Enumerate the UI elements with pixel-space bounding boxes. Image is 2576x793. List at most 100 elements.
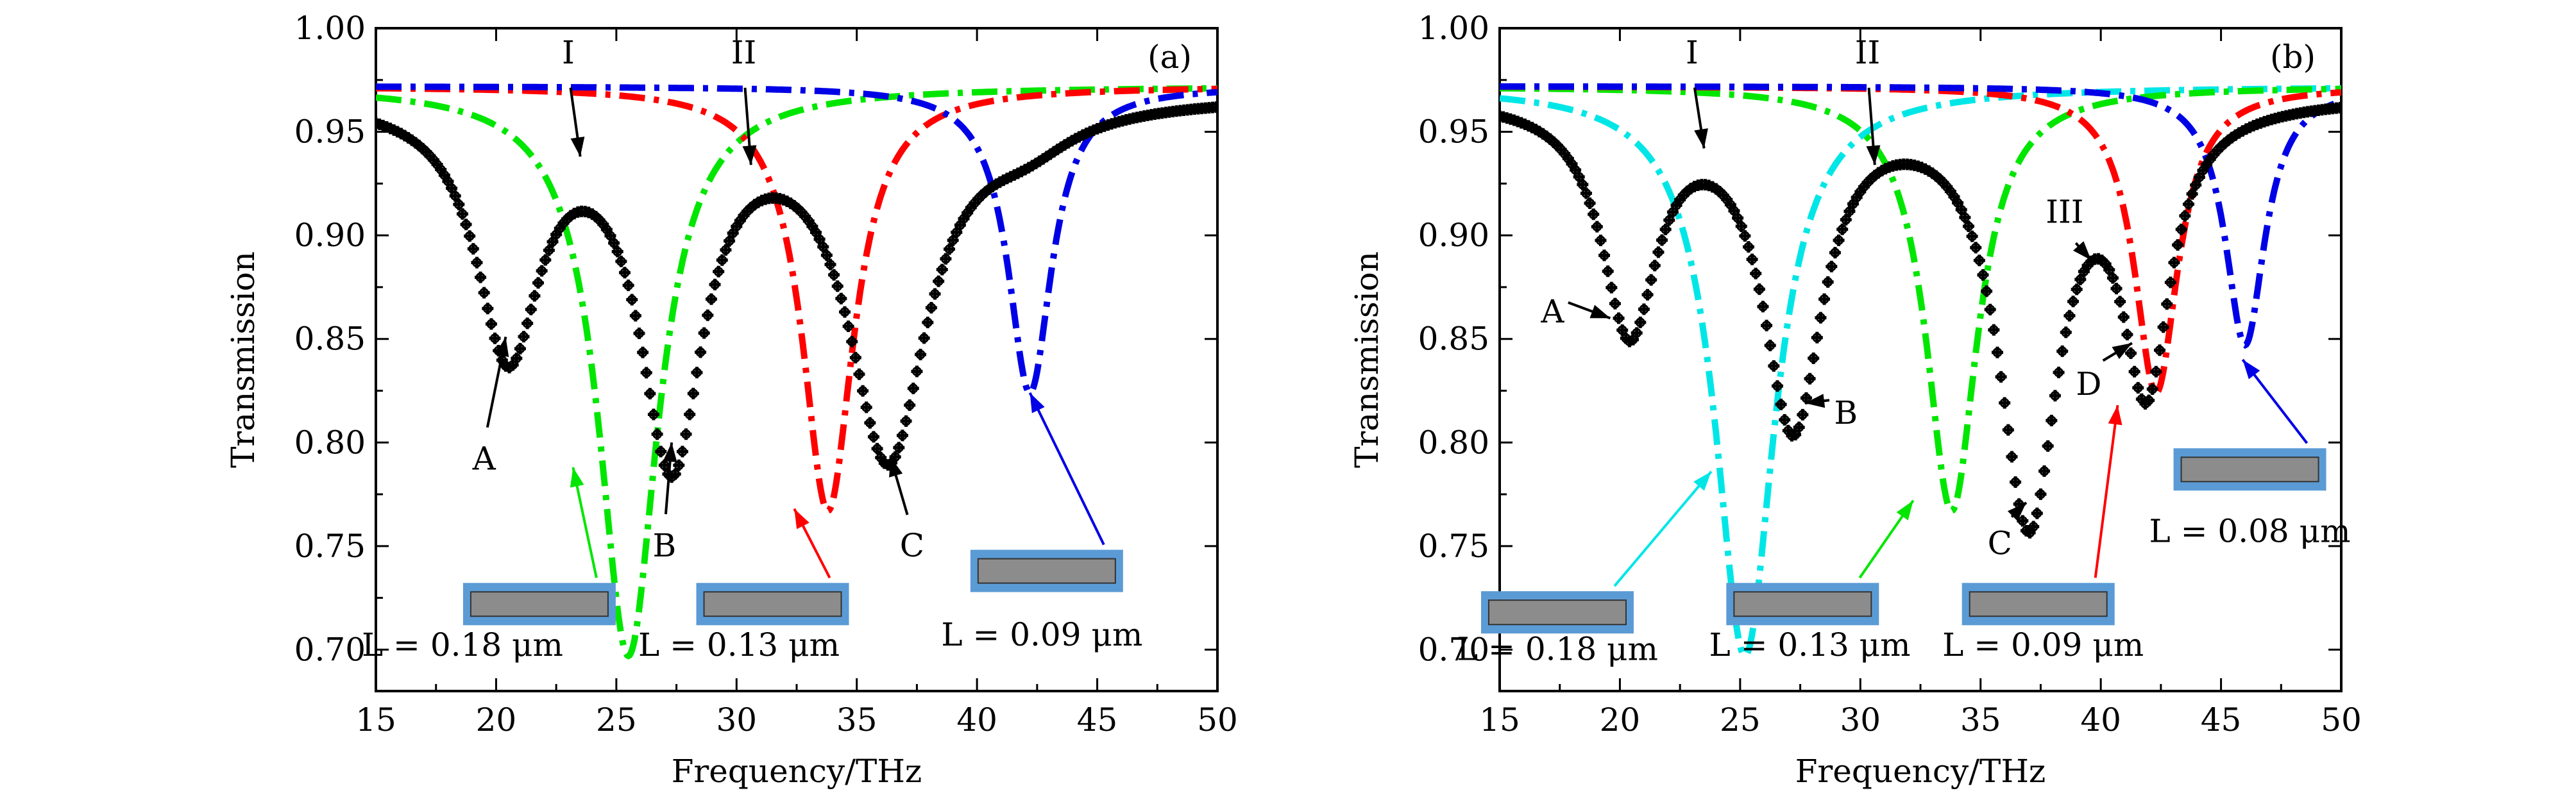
marker-ring [641,367,652,378]
marker-ring [1754,284,1765,294]
marker-ring [1805,374,1815,384]
marker-ring [627,295,637,305]
marker-ring [620,267,630,278]
marker-ring [2028,522,2038,532]
marker-ring [1646,275,1656,285]
marker-ring [1758,301,1768,312]
marker-ring [634,328,644,338]
annotation-arrow [1568,301,1611,320]
marker-ring [1585,198,1595,208]
inset-arrow [1858,499,1915,579]
marker-ring [1747,255,1758,265]
waveguide-inset [462,583,616,626]
inset-arrow [2094,405,2123,578]
marker-ring [1733,213,1743,223]
marker-ring [519,331,529,342]
marker-ring [836,294,846,304]
annotation-label: I [562,34,575,71]
y-tick-label: 0.75 [294,528,366,565]
marker-ring [1588,209,1598,219]
marker-ring [2151,367,2161,377]
y-tick-label: 0.70 [294,631,366,668]
marker-ring [911,366,922,376]
marker-ring [1823,277,1833,287]
x-tick-label: 40 [2080,701,2121,739]
marker-ring [829,270,839,280]
marker-ring [1632,328,1642,338]
marker-ring [471,258,482,268]
marker-ring [872,444,883,454]
length-label: L = 0.08 μm [2149,512,2351,549]
x-tick-label: 40 [956,701,997,739]
marker-ring [894,442,904,453]
y-tick-label: 1.00 [294,10,366,47]
marker-ring [2046,415,2056,426]
x-tick-label: 45 [2201,701,2242,739]
inset-arrow [570,467,598,578]
marker-ring [2050,390,2060,401]
annotation-arrow [569,87,585,157]
marker-ring [922,317,933,328]
marker-ring [677,446,688,456]
marker-ring [1653,247,1663,257]
marker-ring [713,267,724,277]
marker-ring [944,244,954,255]
marker-ring [937,264,947,274]
marker-ring [897,430,908,440]
marker-ring [1581,188,1591,199]
marker-ring [858,386,868,396]
marker-ring [1577,179,1588,190]
x-tick-label: 25 [1720,701,1761,739]
x-tick-label: 45 [1077,701,1118,739]
marker-ring [1765,340,1775,351]
annotation-label: C [900,527,924,564]
marker-ring [706,294,716,305]
marker-ring [2039,466,2049,476]
marker-ring [1996,372,2006,382]
marker-ring [2180,211,2190,221]
waveguide-inset [1726,583,1879,626]
marker-ring [2122,330,2132,340]
marker-ring [1970,242,1981,253]
y-tick-label: 0.90 [1418,217,1489,254]
marker-ring [1794,422,1804,433]
y-tick-label: 0.95 [1418,113,1489,151]
annotation-arrow [1866,87,1881,165]
marker-ring [840,307,850,317]
panel-label: (b) [2270,38,2316,76]
marker-ring [1661,224,1671,235]
marker-ring [450,191,461,201]
annotation-arrow [1804,394,1830,408]
marker-ring [2169,258,2179,268]
marker-ring [843,321,854,331]
marker-ring [2158,322,2169,332]
marker-ring [854,369,864,380]
y-tick-label: 0.80 [1418,424,1489,461]
marker-ring [720,245,731,255]
marker-ring [638,347,648,358]
y-tick-label: 0.85 [294,321,366,358]
marker-ring [833,281,843,291]
inset-arrow [793,508,831,579]
x-tick-label: 25 [596,701,637,739]
length-label: L = 0.18 μm [362,626,563,664]
series-line [1500,83,2341,349]
x-tick-label: 30 [716,701,757,739]
marker-ring [1992,347,2003,358]
marker-ring [1797,410,1808,420]
marker-ring [1834,235,1844,246]
annotation-label: III [2046,194,2083,231]
marker-ring [2173,240,2183,250]
marker-ring [919,333,929,343]
marker-ring [1978,270,1988,280]
marker-ring [544,245,554,255]
annotation-arrow [486,337,509,428]
x-tick-label: 50 [2321,701,2362,739]
waveguide-inset [970,549,1123,592]
marker-ring [933,276,944,287]
marker-ring [1999,397,2010,408]
marker-ring [2064,311,2074,321]
plot-area [1500,83,2341,660]
inset-core [1733,591,1872,617]
